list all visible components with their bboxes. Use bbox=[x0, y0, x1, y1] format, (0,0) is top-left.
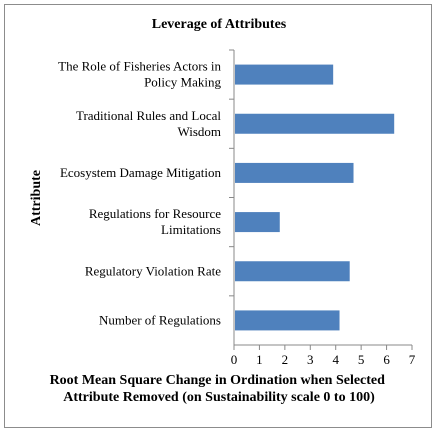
category-label-line: Traditional Rules and Local bbox=[76, 108, 221, 123]
x-tick-label: 6 bbox=[383, 352, 390, 367]
bar bbox=[235, 64, 334, 85]
category-labels: The Role of Fisheries Actors in Policy Ma… bbox=[58, 59, 221, 328]
x-tick-label: 5 bbox=[358, 352, 365, 367]
x-axis-label-line-2: Attribute Removed (on Sustainability sca… bbox=[63, 390, 375, 405]
bar bbox=[235, 310, 340, 331]
bar bbox=[235, 162, 354, 183]
category-label: The Role of Fisheries Actors in Policy Ma… bbox=[58, 59, 221, 90]
x-tick-label: 2 bbox=[282, 352, 289, 367]
category-label-line: Ecosystem Damage Mitigation bbox=[60, 165, 222, 180]
bar-series bbox=[235, 64, 395, 331]
category-label-line: Limitations bbox=[161, 222, 221, 237]
x-axis-ticks: 0 1 2 3 4 5 6 7 bbox=[229, 49, 416, 367]
category-label: Regulations for Resource Limitations bbox=[89, 206, 221, 237]
category-label-line: Regulatory Violation Rate bbox=[85, 263, 221, 278]
category-label: Number of Regulations bbox=[99, 312, 221, 327]
bar bbox=[235, 113, 395, 134]
category-label-line: Wisdom bbox=[177, 124, 221, 139]
category-label-line: Regulations for Resource bbox=[89, 206, 221, 221]
x-tick-label: 7 bbox=[409, 352, 416, 367]
category-label: Ecosystem Damage Mitigation bbox=[60, 165, 222, 180]
category-label: Regulatory Violation Rate bbox=[85, 263, 221, 278]
bar bbox=[235, 212, 280, 233]
x-axis-label: Root Mean Square Change in Ordination wh… bbox=[50, 373, 389, 405]
y-axis-label: Attribute bbox=[29, 170, 44, 226]
category-label-line: Policy Making bbox=[144, 75, 221, 90]
x-tick-label: 4 bbox=[332, 352, 339, 367]
category-label: Traditional Rules and Local Wisdom bbox=[76, 108, 221, 139]
category-label-line: Number of Regulations bbox=[99, 312, 221, 327]
chart-frame bbox=[4, 4, 432, 428]
x-axis-label-line-1: Root Mean Square Change in Ordination wh… bbox=[50, 373, 386, 388]
x-tick-label: 3 bbox=[307, 352, 314, 367]
bar bbox=[235, 261, 350, 282]
chart-title: Leverage of Attributes bbox=[152, 17, 287, 32]
x-tick-label: 0 bbox=[231, 352, 238, 367]
x-tick-label: 1 bbox=[256, 352, 263, 367]
category-label-line: The Role of Fisheries Actors in bbox=[58, 59, 221, 74]
